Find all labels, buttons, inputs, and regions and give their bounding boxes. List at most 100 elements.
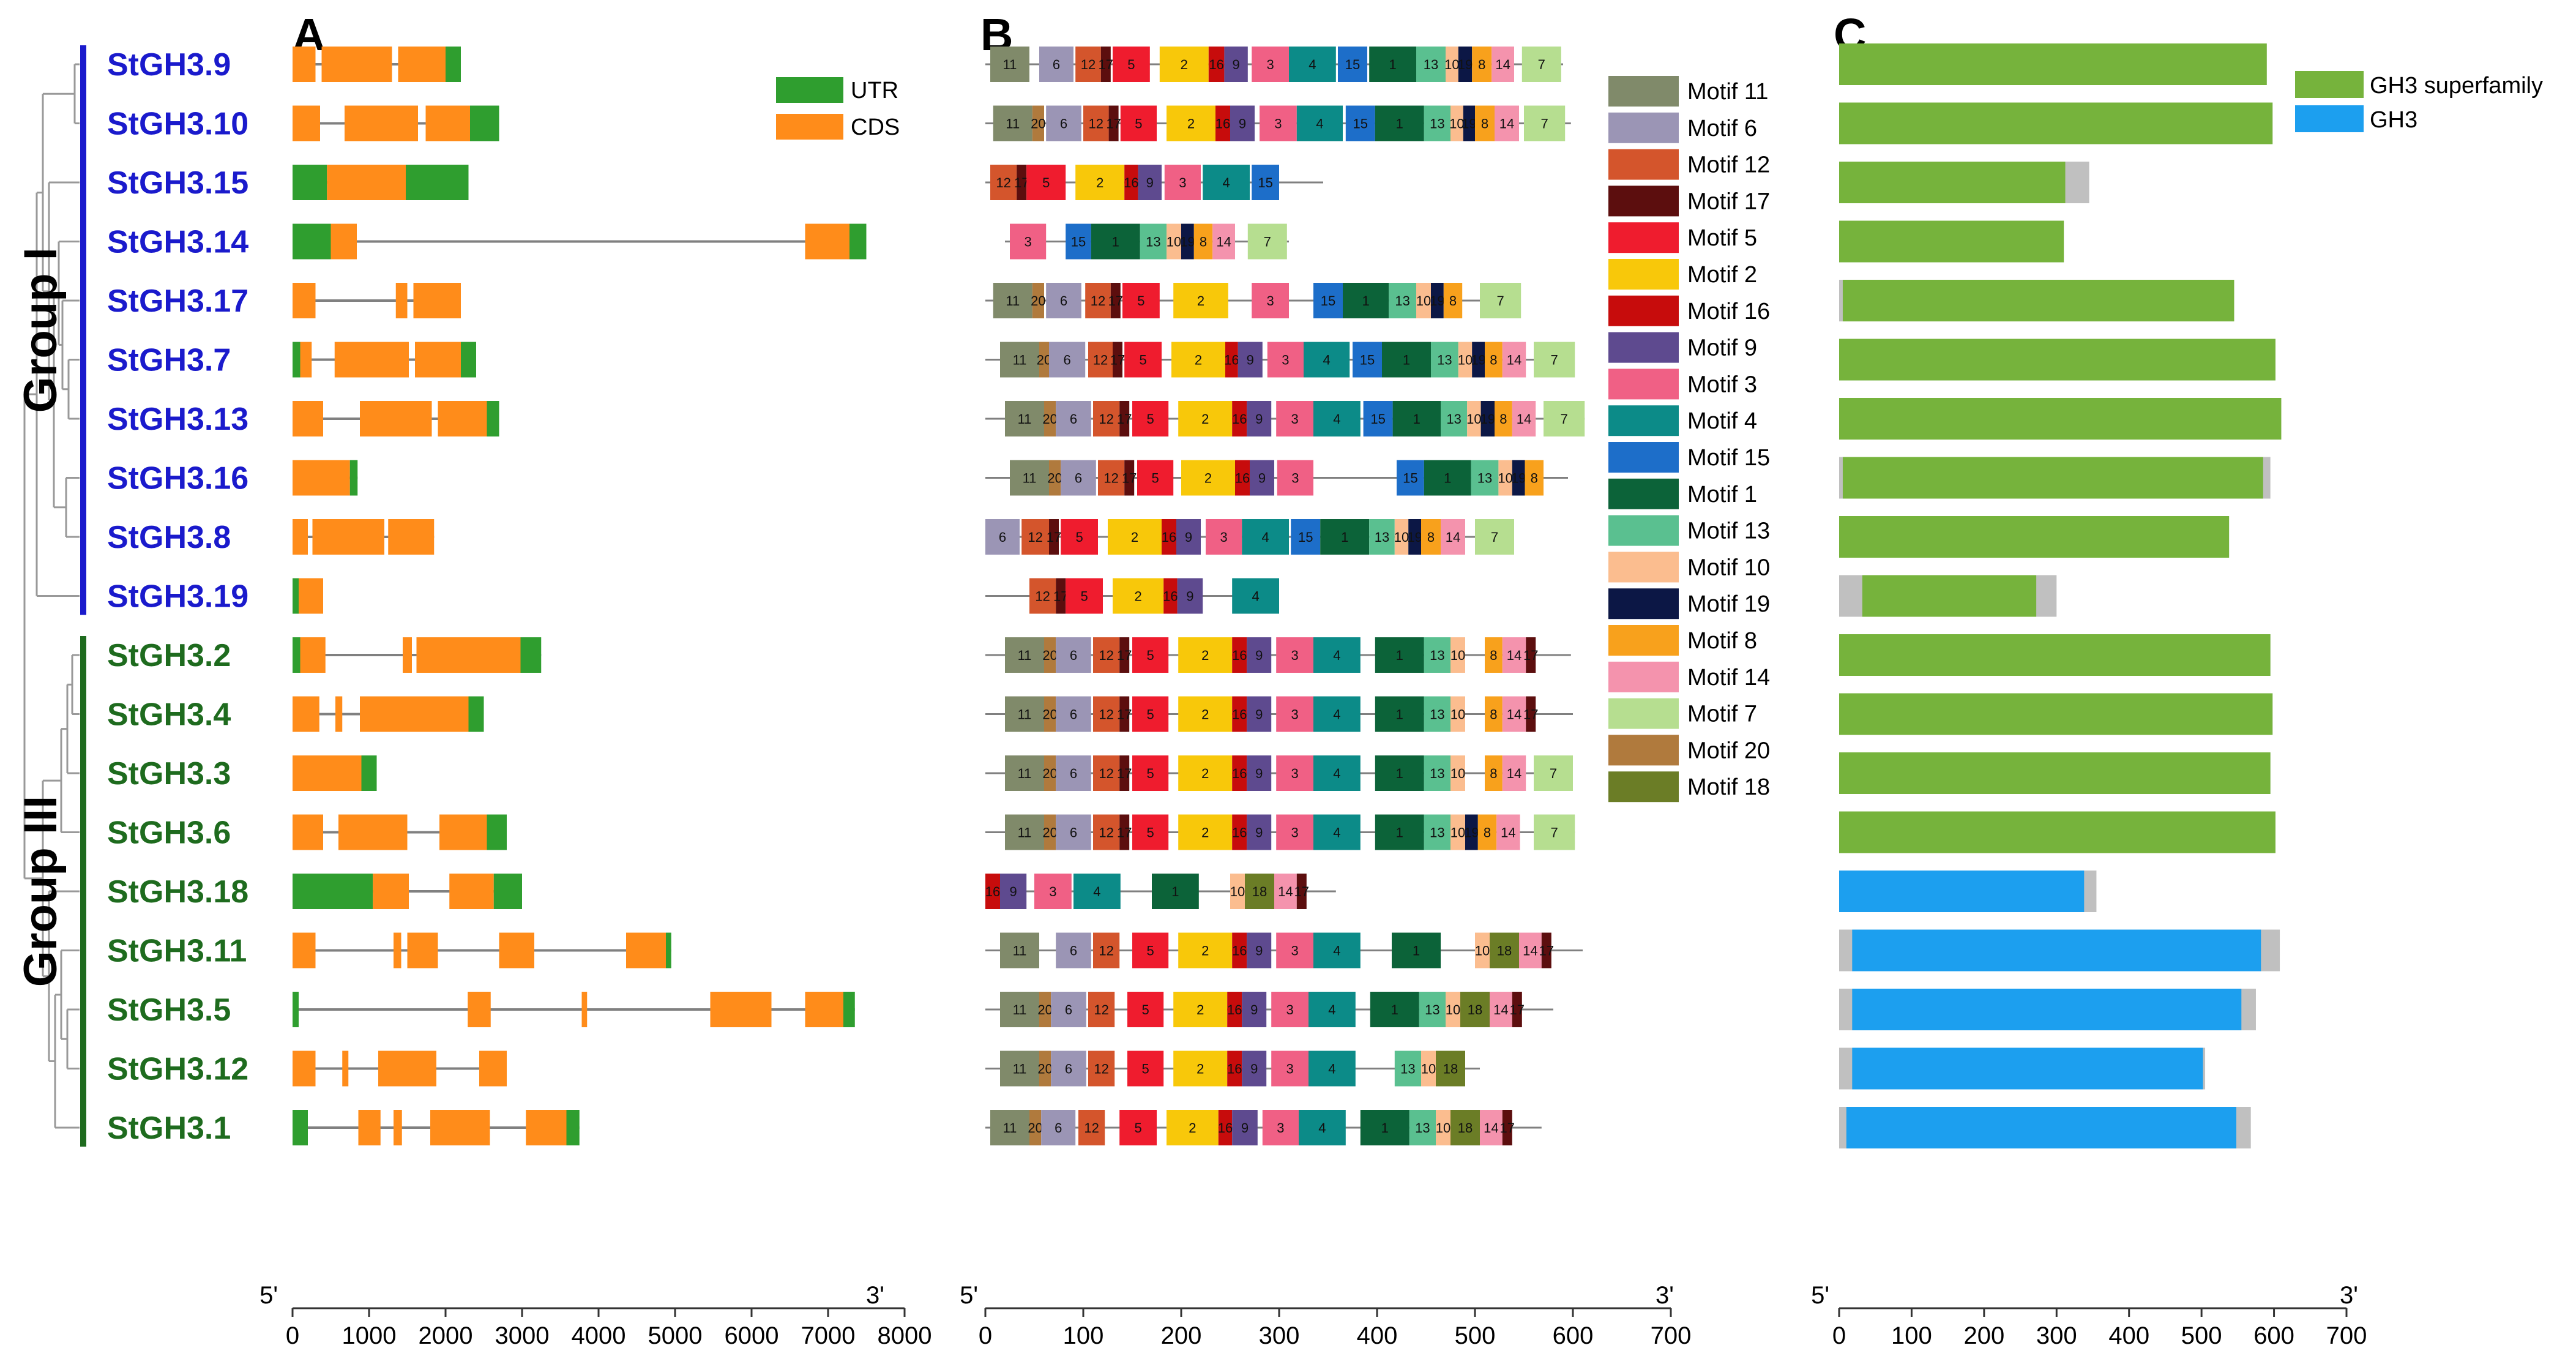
motif-box bbox=[1215, 105, 1230, 141]
cds-segment bbox=[395, 283, 408, 318]
cds-segment bbox=[805, 223, 849, 260]
motif-number: 17 bbox=[1110, 353, 1125, 368]
motif-number: 17 bbox=[1510, 1002, 1525, 1017]
gh3-superfamily-domain bbox=[1839, 634, 2271, 676]
tick-label: 0 bbox=[286, 1322, 299, 1349]
motif-number: 5 bbox=[1146, 707, 1154, 722]
motif-number: 3 bbox=[1266, 57, 1274, 72]
motif-box bbox=[1093, 755, 1120, 791]
motif-number: 6 bbox=[1060, 116, 1067, 132]
motif-box bbox=[1363, 401, 1393, 436]
motif-box bbox=[1113, 342, 1122, 378]
motif-number: 20 bbox=[1042, 766, 1057, 781]
motif-number: 14 bbox=[1507, 707, 1521, 722]
motif-box bbox=[1475, 932, 1490, 968]
motif-box bbox=[1173, 283, 1228, 318]
motif-box bbox=[1119, 1110, 1157, 1145]
motif-box bbox=[1132, 755, 1169, 791]
motif-number: 16 bbox=[1218, 1120, 1233, 1136]
cds-segment bbox=[293, 105, 320, 141]
legend-motif-swatch bbox=[1608, 112, 1679, 143]
motif-number: 9 bbox=[1255, 648, 1263, 663]
motif-number: 11 bbox=[1013, 353, 1027, 368]
motif-number: 12 bbox=[1099, 825, 1113, 841]
motif-box bbox=[1397, 460, 1424, 496]
tick-label: 3000 bbox=[495, 1322, 550, 1349]
utr-segment bbox=[361, 755, 377, 791]
gene-label: StGH3.4 bbox=[107, 697, 231, 733]
motif-box bbox=[1017, 165, 1027, 200]
motif-box bbox=[1227, 1051, 1242, 1087]
motif-number: 2 bbox=[1201, 648, 1209, 663]
gene-label: StGH3.8 bbox=[107, 520, 231, 555]
cds-segment bbox=[312, 519, 384, 555]
motif-box bbox=[1477, 814, 1497, 850]
motif-box bbox=[1247, 696, 1272, 732]
legend-gh3-label: GH3 bbox=[2370, 107, 2417, 133]
motif-box bbox=[1176, 519, 1201, 555]
gh3-domain bbox=[1846, 1107, 2236, 1148]
gene-label: StGH3.18 bbox=[107, 874, 248, 910]
motif-box bbox=[1289, 47, 1336, 82]
motif-box bbox=[1276, 814, 1313, 850]
motif-box bbox=[1039, 992, 1051, 1027]
three-prime-label: 3' bbox=[866, 1282, 884, 1309]
cds-segment bbox=[345, 105, 418, 141]
motif-number: 6 bbox=[1075, 471, 1082, 486]
motif-number: 3 bbox=[1291, 943, 1298, 959]
motif-number: 16 bbox=[1232, 943, 1247, 959]
motif-box bbox=[1524, 105, 1566, 141]
motif-number: 12 bbox=[1084, 1120, 1099, 1136]
motif-number: 4 bbox=[1309, 57, 1316, 72]
motif-box bbox=[1119, 637, 1130, 673]
motif-number: 9 bbox=[1250, 1002, 1258, 1017]
motif-box bbox=[1164, 165, 1201, 200]
motif-number: 16 bbox=[1227, 1062, 1242, 1077]
gene-label: StGH3.2 bbox=[107, 638, 231, 673]
motif-box bbox=[1120, 105, 1157, 141]
motif-number: 10 bbox=[1394, 530, 1409, 545]
gh3-superfamily-domain bbox=[1842, 457, 2263, 499]
motif-box bbox=[1544, 401, 1585, 436]
motif-box bbox=[1005, 755, 1044, 791]
cds-segment bbox=[449, 874, 494, 909]
motif-number: 19 bbox=[1180, 234, 1195, 250]
cds-segment bbox=[499, 932, 534, 968]
motif-box bbox=[1242, 1051, 1267, 1087]
legend-gh3-swatch bbox=[2295, 105, 2364, 132]
motif-box bbox=[993, 105, 1032, 141]
motif-box bbox=[1369, 47, 1416, 82]
motif-number: 10 bbox=[1444, 57, 1459, 72]
motif-box bbox=[1073, 874, 1121, 909]
tick-label: 5000 bbox=[648, 1322, 703, 1349]
motif-box bbox=[1416, 47, 1446, 82]
cds-segment bbox=[413, 283, 461, 318]
motif-box bbox=[1132, 696, 1169, 732]
group-label: Group I bbox=[15, 247, 67, 413]
cds-segment bbox=[626, 932, 666, 968]
motif-number: 3 bbox=[1291, 766, 1298, 781]
motif-box bbox=[1056, 578, 1066, 614]
motif-number: 1 bbox=[1396, 116, 1403, 132]
motif-box bbox=[1291, 519, 1321, 555]
motif-number: 15 bbox=[1360, 353, 1375, 368]
motif-number: 5 bbox=[1134, 1120, 1141, 1136]
motif-box bbox=[1010, 223, 1047, 260]
motif-number: 14 bbox=[1484, 1120, 1498, 1136]
motif-number: 5 bbox=[1127, 57, 1135, 72]
cds-segment bbox=[479, 1051, 507, 1087]
motif-number: 12 bbox=[1094, 1062, 1108, 1077]
motif-box bbox=[1471, 460, 1499, 496]
motif-number: 13 bbox=[1415, 1120, 1430, 1136]
gh3-superfamily-domain bbox=[1839, 811, 2275, 853]
motif-number: 6 bbox=[1070, 766, 1077, 781]
motif-number: 16 bbox=[1209, 57, 1223, 72]
legend-motif-label: Motif 5 bbox=[1687, 225, 1757, 251]
motif-box bbox=[1178, 932, 1233, 968]
motif-number: 13 bbox=[1400, 1062, 1415, 1077]
motif-box bbox=[1193, 223, 1213, 260]
motif-number: 2 bbox=[1201, 943, 1209, 959]
motif-number: 18 bbox=[1458, 1120, 1473, 1136]
motif-number: 17 bbox=[1122, 471, 1137, 486]
legend-motif-swatch bbox=[1608, 369, 1679, 400]
